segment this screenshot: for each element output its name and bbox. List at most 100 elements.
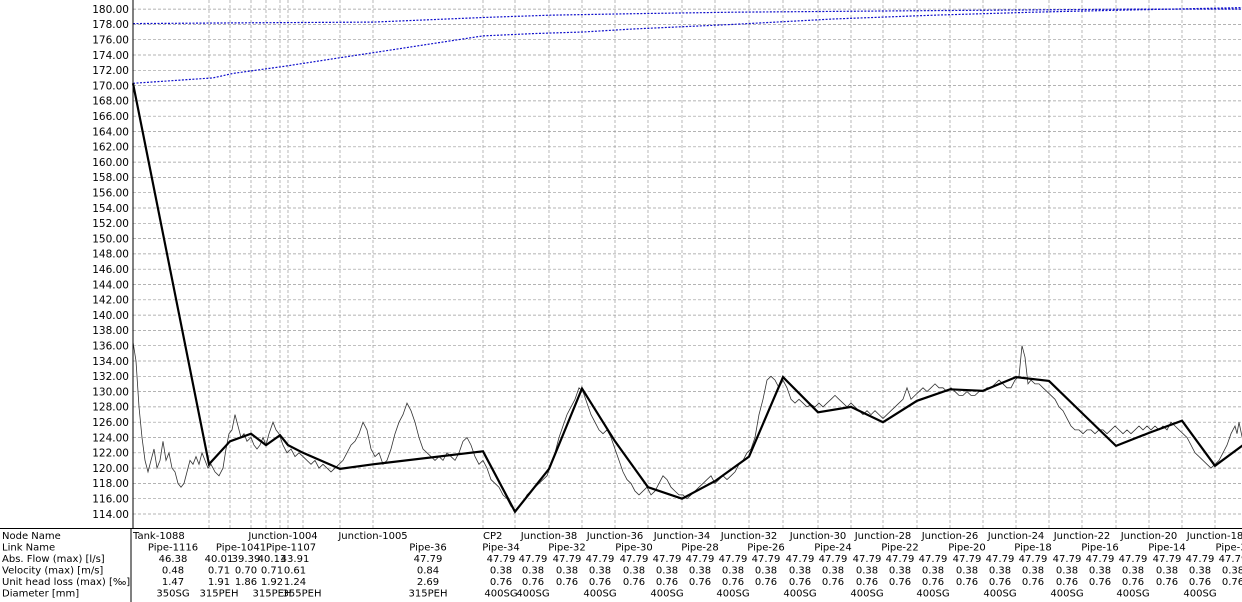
table-cell-velocity: 0.48 xyxy=(162,566,184,577)
table-row-label-unit-head-loss: Unit head loss (max) [‰] xyxy=(2,577,130,588)
y-tick-label: 120.00 xyxy=(92,463,129,475)
table-cell-velocity: 0.38 xyxy=(623,566,645,577)
table-cell-head-loss: 0.76 xyxy=(1056,577,1078,588)
pipe-profile-series xyxy=(131,83,1242,514)
y-tick-label: 146.00 xyxy=(92,264,129,276)
table-cell-flow: 43.91 xyxy=(281,554,310,565)
ground-terrain-series xyxy=(132,341,1242,511)
y-tick-label: 160.00 xyxy=(92,157,129,169)
table-cell-velocity: 0.38 xyxy=(522,566,544,577)
table-cell-link-name: Pipe-20 xyxy=(948,543,985,554)
table-cell-node-name: Junction-36 xyxy=(586,531,644,542)
table-cell-head-loss: 0.76 xyxy=(522,577,544,588)
table-cell-flow: 47.79 xyxy=(886,554,915,565)
table-cell-diameter: 400SG xyxy=(983,589,1016,600)
y-tick-label: 138.00 xyxy=(92,325,129,337)
table-cell-link-name: Pipe-1116 xyxy=(148,543,198,554)
table-cell-velocity: 0.70 xyxy=(235,566,257,577)
table-cell-head-loss: 1.91 xyxy=(208,577,230,588)
table-cell-velocity: 0.38 xyxy=(822,566,844,577)
y-tick-label: 122.00 xyxy=(92,448,129,460)
table-cell-flow: 47.79 xyxy=(819,554,848,565)
y-tick-label: 148.00 xyxy=(92,249,129,261)
y-tick-label: 130.00 xyxy=(92,386,129,398)
table-cell-velocity: 0.38 xyxy=(989,566,1011,577)
table-cell-flow: 47.79 xyxy=(853,554,882,565)
table-cell-head-loss: 2.69 xyxy=(417,577,439,588)
table-cell-diameter: 350SG xyxy=(156,589,189,600)
y-tick-label: 142.00 xyxy=(92,295,129,307)
table-cell-head-loss: 0.76 xyxy=(490,577,512,588)
table-cell-node-name: CP2 xyxy=(483,531,502,542)
table-cell-head-loss: 0.76 xyxy=(822,577,844,588)
table-cell-head-loss: 0.76 xyxy=(856,577,878,588)
table-row-label-diameter: Diameter [mm] xyxy=(2,589,79,600)
table-cell-velocity: 0.38 xyxy=(490,566,512,577)
table-cell-head-loss: 0.76 xyxy=(1222,577,1242,588)
table-cell-diameter: 400SG xyxy=(583,589,616,600)
table-cell-diameter: 400SG xyxy=(916,589,949,600)
table-cell-flow: 47.79 xyxy=(653,554,682,565)
table-cell-velocity: 0.38 xyxy=(1189,566,1211,577)
table-cell-velocity: 0.38 xyxy=(889,566,911,577)
y-tick-label: 132.00 xyxy=(92,371,129,383)
table-cell-flow: 47.79 xyxy=(1086,554,1115,565)
y-tick-label: 154.00 xyxy=(92,203,129,215)
table-cell-flow: 47.79 xyxy=(719,554,748,565)
y-tick-label: 180.00 xyxy=(92,4,129,16)
table-cell-head-loss: 0.76 xyxy=(589,577,611,588)
table-cell-velocity: 0.38 xyxy=(1089,566,1111,577)
table-cell-velocity: 0.38 xyxy=(1022,566,1044,577)
hydraulic-grade-lines xyxy=(132,7,1242,84)
table-cell-head-loss: 0.76 xyxy=(755,577,777,588)
table-cell-node-name: Junction-22 xyxy=(1053,531,1111,542)
profile-chart: 114.00 116.00 118.00 120.00 122.00 124.00 126.… xyxy=(92,0,1242,528)
table-cell-head-loss: 0.76 xyxy=(1189,577,1211,588)
table-cell-flow: 47.79 xyxy=(686,554,715,565)
y-tick-label: 124.00 xyxy=(92,432,129,444)
table-cell-node-name: Junction-20 xyxy=(1120,531,1178,542)
table-cell-node-name: Junction-1005 xyxy=(337,531,407,542)
table-cell-head-loss: 0.76 xyxy=(1156,577,1178,588)
table-cell-velocity: 0.38 xyxy=(755,566,777,577)
table-cell-flow: 46.38 xyxy=(159,554,188,565)
table-cell-node-name: Junction-34 xyxy=(653,531,711,542)
table-cell-head-loss: 0.76 xyxy=(789,577,811,588)
y-tick-label: 128.00 xyxy=(92,402,129,414)
pipe-profile-line xyxy=(131,83,1242,514)
table-cell-flow: 47.79 xyxy=(553,554,582,565)
table-row-label-node-name: Node Name xyxy=(2,531,61,542)
table-cell-link-name: Pipe-24 xyxy=(814,543,851,554)
y-tick-label: 156.00 xyxy=(92,188,129,200)
table-row-label-link-name: Link Name xyxy=(2,543,55,554)
table-cell-flow: 47.79 xyxy=(1053,554,1082,565)
table-cell-head-loss: 1.24 xyxy=(284,577,306,588)
table-cell-head-loss: 1.47 xyxy=(162,577,184,588)
table-cell-flow: 47.79 xyxy=(519,554,548,565)
table-cell-velocity: 0.38 xyxy=(589,566,611,577)
table-cell-velocity: 0.38 xyxy=(1056,566,1078,577)
y-tick-label: 174.00 xyxy=(92,50,129,62)
table-cell-velocity: 0.38 xyxy=(856,566,878,577)
table-cell-flow: 40.13 xyxy=(258,554,287,565)
table-cell-head-loss: 0.76 xyxy=(922,577,944,588)
table-cell-head-loss: 0.76 xyxy=(1089,577,1111,588)
table-cell-velocity: 0.38 xyxy=(1222,566,1242,577)
table-cell-velocity: 0.61 xyxy=(284,566,306,577)
table-cell-head-loss: 1.86 xyxy=(235,577,257,588)
table-row-label-abs-flow: Abs. Flow (max) [l/s] xyxy=(2,554,105,565)
table-cell-head-loss: 0.76 xyxy=(556,577,578,588)
table-cell-flow: 47.79 xyxy=(586,554,615,565)
y-tick-label: 114.00 xyxy=(92,509,129,521)
table-cell-flow: 39.39 xyxy=(232,554,261,565)
table-cell-head-loss: 0.76 xyxy=(1022,577,1044,588)
y-tick-label: 136.00 xyxy=(92,341,129,353)
table-cell-diameter: 400SG xyxy=(1116,589,1149,600)
y-tick-label: 126.00 xyxy=(92,417,129,429)
table-cell-velocity: 0.38 xyxy=(922,566,944,577)
table-cell-velocity: 0.38 xyxy=(689,566,711,577)
table-cell-node-name: Junction-1004 xyxy=(247,531,317,542)
table-cell-diameter: 400SG xyxy=(850,589,883,600)
table-cell-diameter: 355PEH xyxy=(283,589,322,600)
table-cell-link-name: Pipe-16 xyxy=(1081,543,1118,554)
